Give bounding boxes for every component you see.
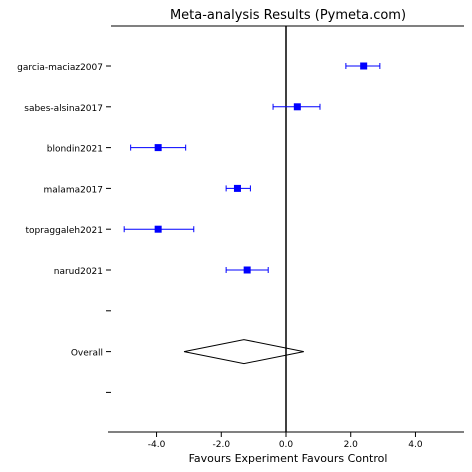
y-tick-label: blondin2021 bbox=[47, 145, 103, 155]
x-axis-ticks: -4.0 -2.0 0.0 2.0 4.0 bbox=[148, 432, 423, 450]
y-axis-ticks: garcia-maciaz2007 sabes-alsina2017 blondin… bbox=[17, 63, 111, 393]
effect-marker bbox=[360, 62, 368, 70]
x-tick-label: -2.0 bbox=[212, 440, 230, 450]
y-tick-label: narud2021 bbox=[54, 267, 103, 277]
y-tick-label: garcia-maciaz2007 bbox=[17, 63, 103, 73]
x-axis-label: Favours Experiment Favours Control bbox=[189, 452, 388, 465]
y-tick-label: Overall bbox=[71, 349, 103, 359]
effect-marker bbox=[293, 103, 301, 111]
overall-diamond bbox=[183, 339, 304, 365]
x-tick-label: 4.0 bbox=[408, 440, 423, 450]
effect-marker bbox=[154, 225, 162, 233]
chart-title: Meta-analysis Results (Pymeta.com) bbox=[170, 8, 406, 23]
plot-area bbox=[123, 26, 381, 432]
x-tick-label: 0.0 bbox=[279, 440, 294, 450]
effect-marker bbox=[243, 266, 251, 274]
y-tick-label: sabes-alsina2017 bbox=[24, 104, 103, 114]
effect-marker bbox=[154, 144, 162, 152]
x-tick-label: 2.0 bbox=[344, 440, 359, 450]
effect-marker bbox=[233, 184, 241, 192]
y-tick-label: topraggaleh2021 bbox=[25, 226, 103, 236]
x-tick-label: -4.0 bbox=[148, 440, 166, 450]
y-tick-label: malama2017 bbox=[44, 185, 103, 195]
